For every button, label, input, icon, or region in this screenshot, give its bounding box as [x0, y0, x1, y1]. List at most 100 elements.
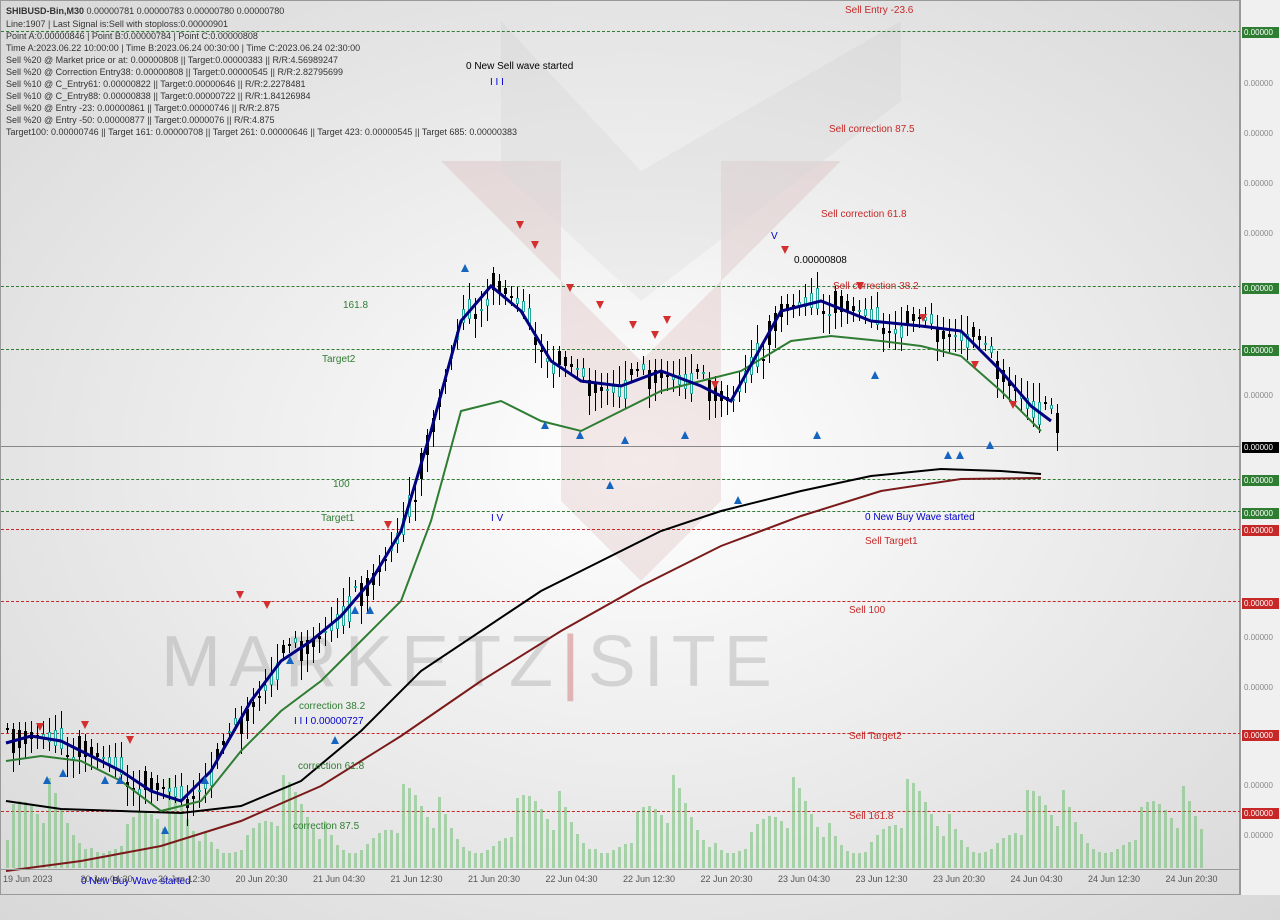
chart-label: 161.8 [343, 300, 368, 311]
time-label: 24 Jun 20:30 [1164, 870, 1242, 894]
price-label: 0.00000 [1242, 475, 1279, 486]
volume-bar [102, 853, 105, 868]
volume-bar [138, 812, 141, 868]
info-line5: Sell %20 @ Market price or at: 0.0000080… [6, 55, 338, 65]
buy-arrow-icon [331, 736, 339, 744]
buy-arrow-icon [201, 776, 209, 784]
volume-bar [1140, 807, 1143, 868]
volume-bar [1188, 801, 1191, 868]
volume-bar [492, 846, 495, 868]
volume-bar [1164, 810, 1167, 868]
volume-bar [408, 788, 411, 868]
chart-label: 100 [333, 479, 350, 490]
symbol-header: SHIBUSD-Bin,M30 0.00000781 0.00000783 0.… [6, 6, 284, 16]
volume-bar [1068, 807, 1071, 868]
volume-bar [924, 802, 927, 868]
volume-bar [936, 826, 939, 868]
time-label: 23 Jun 12:30 [854, 870, 932, 894]
volume-bar [288, 782, 291, 868]
volume-bar [984, 852, 987, 868]
volume-bar [528, 796, 531, 868]
volume-bar [792, 777, 795, 868]
buy-arrow-icon [366, 606, 374, 614]
chart-label: correction 38.2 [299, 701, 365, 712]
time-label: 24 Jun 12:30 [1086, 870, 1164, 894]
sell-arrow-icon [236, 591, 244, 599]
info-line2: Line:1907 | Last Signal is:Sell with sto… [6, 19, 228, 29]
volume-bar [582, 843, 585, 868]
time-label: 22 Jun 12:30 [621, 870, 699, 894]
volume-bar [456, 839, 459, 868]
info-line9: Sell %20 @ Entry -23: 0.00000861 || Targ… [6, 103, 280, 113]
grid-line [1, 529, 1241, 530]
volume-bar [768, 816, 771, 868]
volume-bar [504, 838, 507, 868]
time-label: 21 Jun 20:30 [466, 870, 544, 894]
volume-bar [636, 812, 639, 868]
volume-bar [954, 829, 957, 868]
volume-bar [552, 830, 555, 868]
chart-area[interactable]: MARKETZ|SITE Sell Entry -23.6Sell correc… [0, 0, 1240, 895]
time-label: 21 Jun 12:30 [389, 870, 467, 894]
volume-bar [390, 830, 393, 868]
volume-bar [402, 784, 405, 868]
price-label: 0.00000 [1242, 830, 1279, 841]
volume-bar [426, 817, 429, 868]
sell-arrow-icon [126, 736, 134, 744]
sell-arrow-icon [781, 246, 789, 254]
buy-arrow-icon [871, 371, 879, 379]
price-label: 0.00000 [1242, 682, 1279, 693]
volume-bar [960, 840, 963, 868]
buy-arrow-icon [681, 431, 689, 439]
volume-bar [846, 851, 849, 868]
buy-arrow-icon [956, 451, 964, 459]
volume-bar [438, 797, 441, 868]
volume-bar [804, 801, 807, 868]
volume-bar [990, 849, 993, 868]
volume-bar [204, 831, 207, 868]
volume-bar [90, 848, 93, 868]
volume-bar [684, 803, 687, 868]
volume-bar [756, 824, 759, 868]
volume-bar [192, 831, 195, 868]
buy-arrow-icon [43, 776, 51, 784]
volume-bar [42, 823, 45, 868]
info-line7: Sell %10 @ C_Entry61: 0.00000822 || Targ… [6, 79, 306, 89]
grid-line [1, 601, 1241, 602]
volume-bar [1014, 833, 1017, 868]
volume-bar [300, 804, 303, 868]
time-label: 23 Jun 04:30 [776, 870, 854, 894]
chart-label: correction 87.5 [293, 821, 359, 832]
buy-arrow-icon [944, 451, 952, 459]
sell-arrow-icon [711, 381, 719, 389]
volume-bar [696, 830, 699, 868]
volume-bar [576, 834, 579, 868]
volume-bar [216, 849, 219, 868]
volume-bar [876, 835, 879, 868]
info-line4: Time A:2023.06.22 10:00:00 | Time B:2023… [6, 43, 360, 53]
buy-arrow-icon [621, 436, 629, 444]
volume-bar [714, 843, 717, 868]
volume-bar [1194, 816, 1197, 868]
volume-bar [1038, 796, 1041, 868]
time-label: 22 Jun 04:30 [544, 870, 622, 894]
volume-bar [1080, 834, 1083, 868]
sell-arrow-icon [663, 316, 671, 324]
volume-bar [858, 853, 861, 868]
volume-bar [276, 826, 279, 868]
sell-arrow-icon [971, 361, 979, 369]
volume-bar [618, 847, 621, 868]
volume-bar [30, 806, 33, 868]
volume-bar [1110, 852, 1113, 868]
volume-bar [120, 846, 123, 868]
volume-bar [780, 821, 783, 868]
volume-bar [24, 802, 27, 868]
volume-bar [1170, 818, 1173, 868]
volume-bar [816, 827, 819, 868]
volume-bar [366, 844, 369, 868]
price-label: 0.00000 [1242, 283, 1279, 294]
volume-bar [1032, 791, 1035, 868]
volume-bar [18, 801, 21, 868]
volume-bar [678, 788, 681, 868]
volume-bar [132, 817, 135, 868]
